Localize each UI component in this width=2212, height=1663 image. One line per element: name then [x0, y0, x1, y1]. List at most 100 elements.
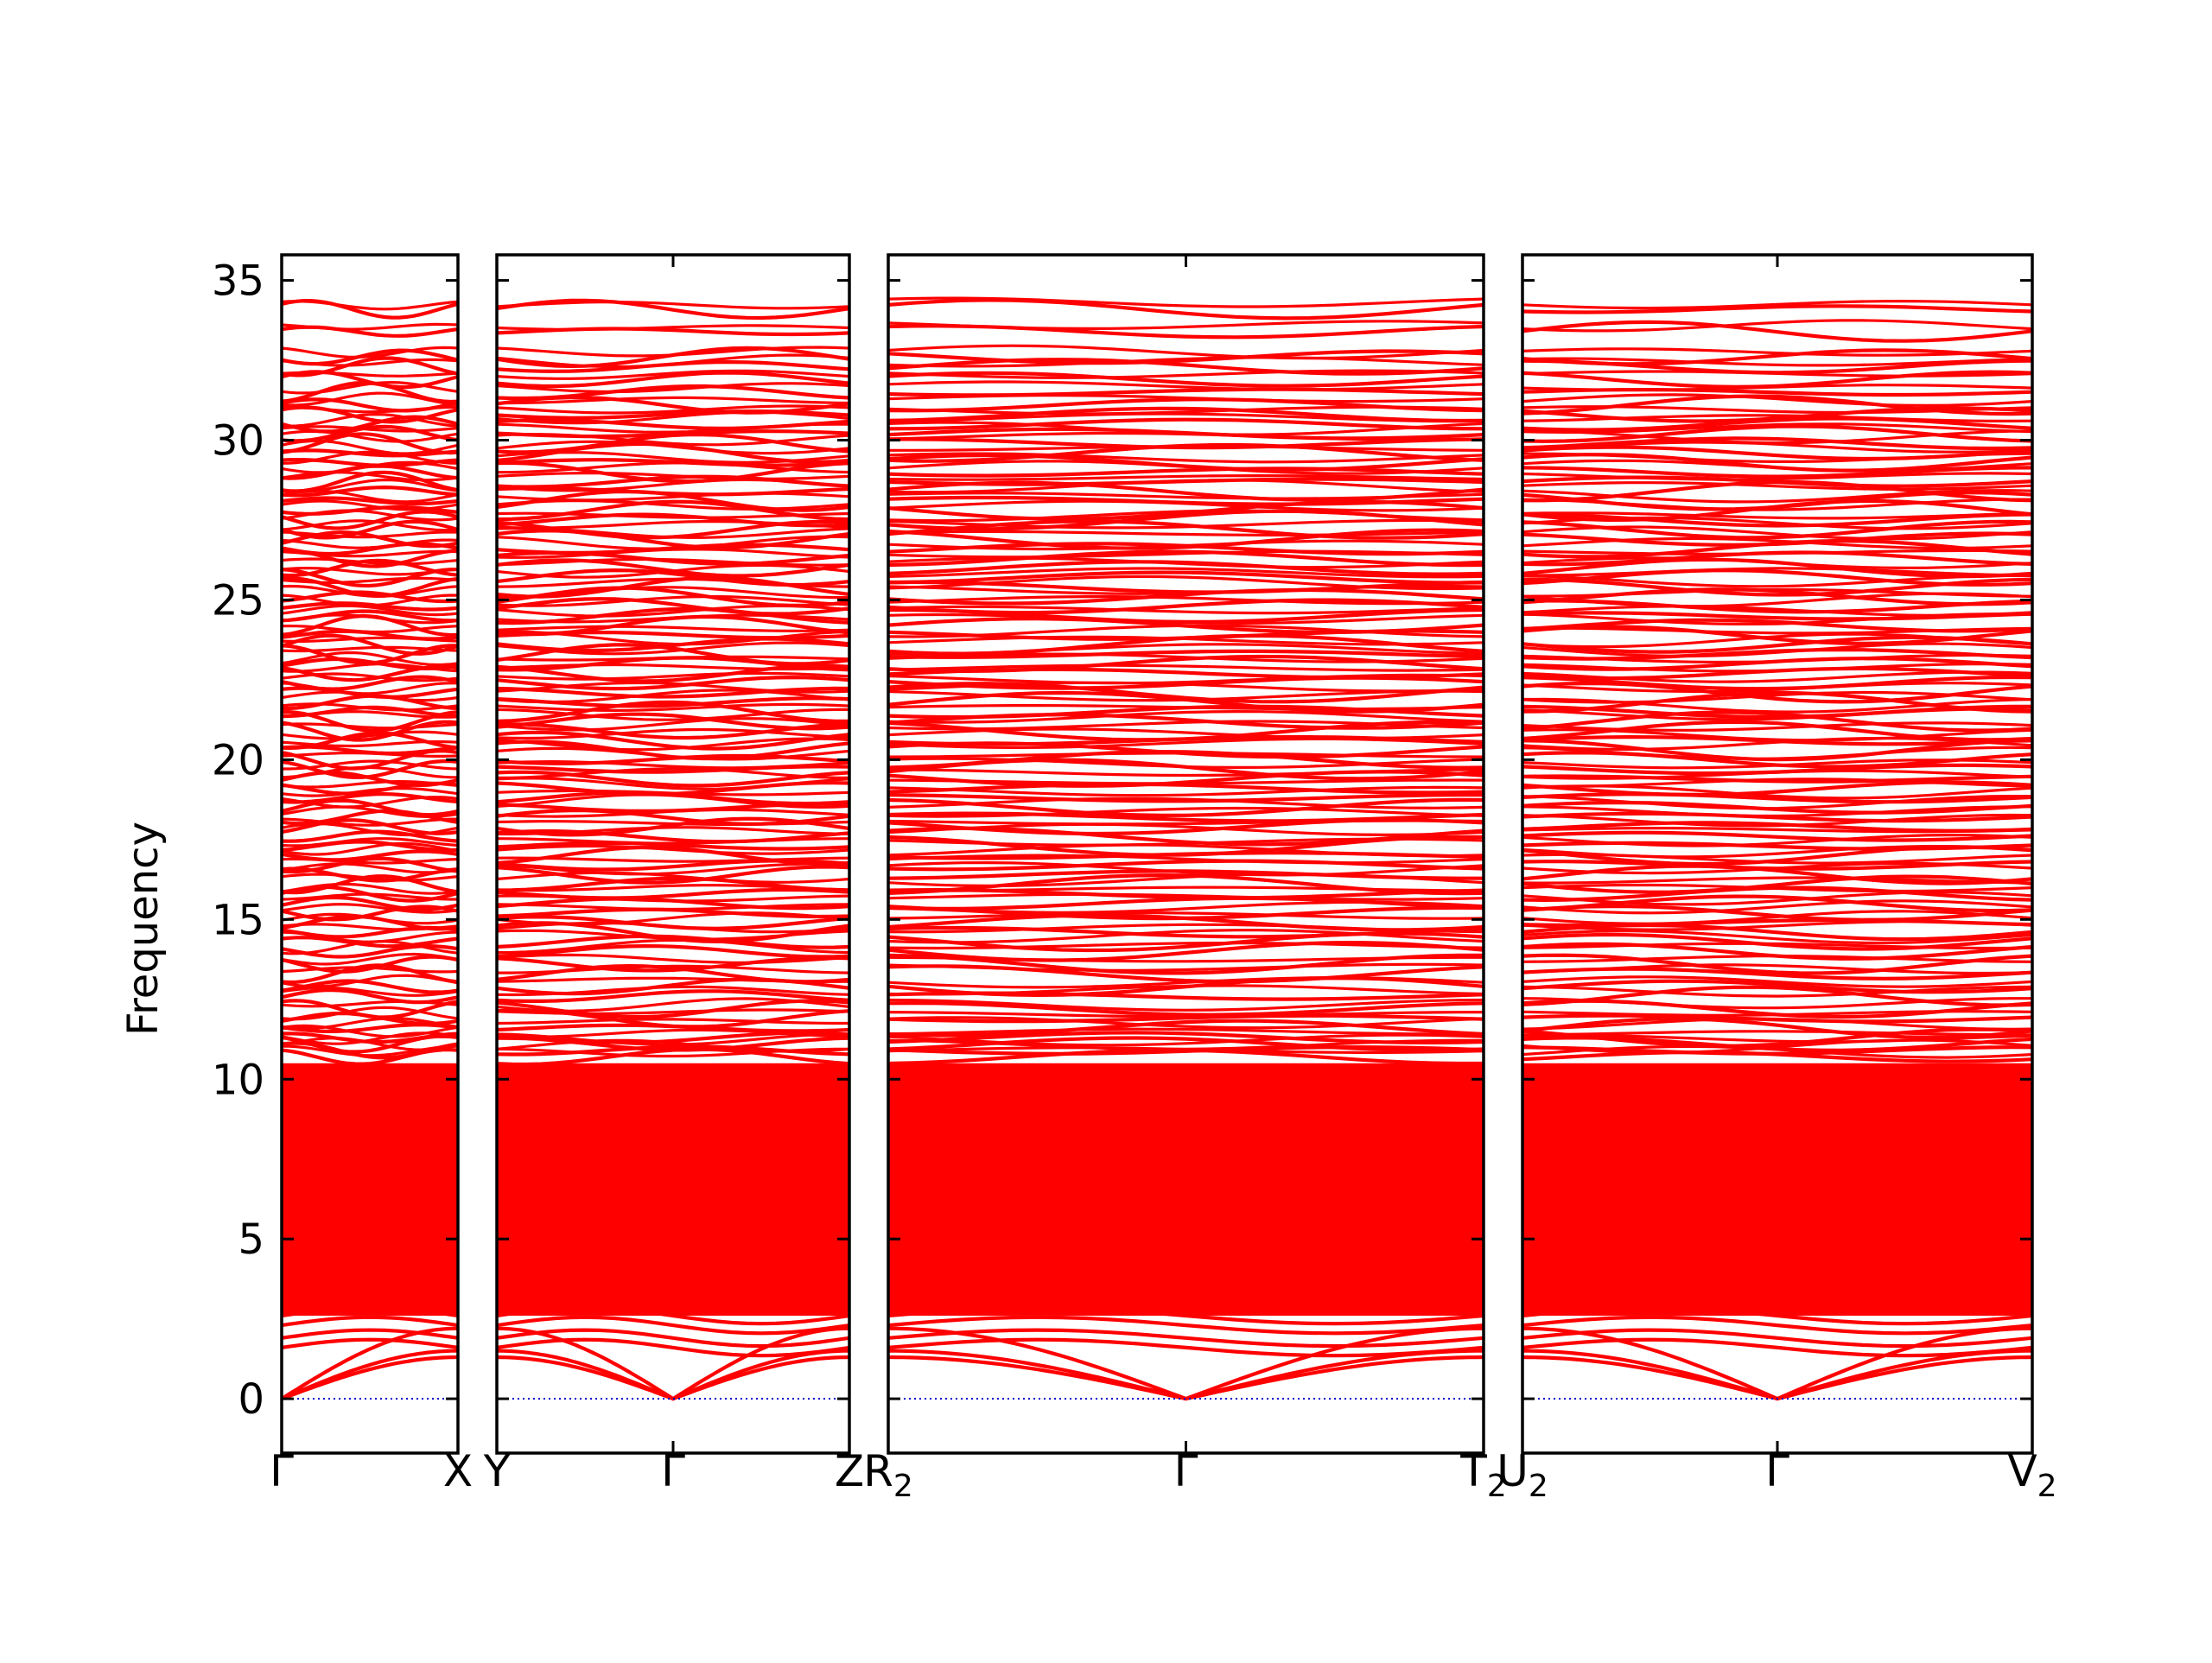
- band-line: [282, 356, 458, 378]
- band-line: [888, 528, 1484, 550]
- band-line: [1522, 611, 2032, 621]
- band-line: [888, 570, 1484, 585]
- band-line: [497, 499, 849, 522]
- band-line: [1522, 891, 2032, 906]
- acoustic-1-branch: [1522, 1355, 2032, 1401]
- kpoint-label: Y: [483, 1446, 511, 1496]
- band-line: [1522, 320, 2032, 343]
- band-line: [282, 558, 458, 578]
- band-line: [1522, 642, 2032, 658]
- band-line: [282, 963, 458, 985]
- bands-panel-1: [282, 299, 458, 1401]
- band-line: [282, 731, 458, 751]
- dense-band-block: [282, 1063, 458, 1316]
- band-line: [497, 689, 849, 704]
- band-line: [888, 854, 1484, 865]
- band-line: [1522, 763, 2032, 776]
- acoustic-2-branch: [497, 1349, 849, 1401]
- kpoint-label: Z: [835, 1446, 864, 1496]
- band-line: [497, 486, 849, 497]
- band-line: [282, 837, 458, 847]
- band-line: [1522, 874, 2032, 894]
- band-line: [282, 988, 458, 1005]
- band-line: [1522, 531, 2032, 548]
- band-line: [888, 1033, 1484, 1047]
- band-line: [1522, 721, 2032, 732]
- band-line: [1522, 883, 2032, 893]
- band-line: [888, 598, 1484, 615]
- band-line: [282, 590, 458, 604]
- band-line: [888, 649, 1484, 659]
- band-line: [282, 986, 458, 997]
- band-line: [888, 942, 1484, 950]
- band-line: [497, 1008, 849, 1015]
- band-line: [282, 952, 458, 966]
- band-line: [888, 473, 1484, 481]
- band-line: [888, 320, 1484, 331]
- band-line: [497, 655, 849, 662]
- band-line: [1522, 416, 2032, 432]
- band-line: [1522, 681, 2032, 704]
- band-line: [1522, 917, 2032, 928]
- band-line: [1522, 830, 2032, 842]
- y-tick-label: 5: [238, 1216, 264, 1264]
- kpoint-label: Γ: [1765, 1446, 1789, 1496]
- band-line: [282, 856, 458, 874]
- kpoint-label: Γ: [1174, 1446, 1198, 1496]
- band-line: [1522, 406, 2032, 423]
- band-line: [497, 396, 849, 405]
- optical-band: [282, 1337, 458, 1349]
- band-line: [1522, 876, 2032, 885]
- kpoint-label: Γ: [270, 1446, 294, 1496]
- band-line: [888, 709, 1484, 724]
- band-line: [282, 974, 458, 988]
- band-line: [497, 934, 849, 949]
- band-line: [1522, 491, 2032, 511]
- band-line: [888, 797, 1484, 818]
- optical-band: [497, 1337, 849, 1358]
- band-line: [1522, 975, 2032, 988]
- band-line: [497, 625, 849, 632]
- dense-band-block: [1522, 1063, 2032, 1316]
- band-line: [497, 953, 849, 964]
- band-line: [1522, 720, 2032, 742]
- band-line: [1522, 997, 2032, 1010]
- optical-band: [1522, 1337, 2032, 1358]
- band-line: [282, 645, 458, 653]
- band-line: [497, 298, 849, 321]
- band-line: [497, 737, 849, 752]
- band-line: [282, 604, 458, 617]
- band-line: [497, 369, 849, 380]
- band-line: [888, 437, 1484, 450]
- band-line: [497, 702, 849, 713]
- kpoint-label: Γ: [661, 1446, 685, 1496]
- band-line: [1522, 1038, 2032, 1055]
- band-line: [1522, 568, 2032, 587]
- band-line: [282, 496, 458, 506]
- bands-panel-3: [888, 296, 1484, 1401]
- band-line: [1522, 1045, 2032, 1056]
- kpoint-label: X: [443, 1446, 473, 1496]
- band-line: [497, 663, 849, 671]
- band-line: [888, 387, 1484, 397]
- band-line: [282, 817, 458, 827]
- band-line: [888, 477, 1484, 486]
- y-axis-label: Frequency: [119, 822, 168, 1036]
- band-line: [888, 1044, 1484, 1056]
- band-line: [888, 998, 1484, 1012]
- kpoint-label: T2: [1459, 1446, 1506, 1504]
- band-line: [497, 558, 849, 578]
- band-line: [888, 859, 1484, 872]
- band-line: [282, 538, 458, 549]
- band-line: [497, 727, 849, 740]
- band-line: [1522, 864, 2032, 885]
- band-line: [888, 797, 1484, 809]
- band-line: [888, 768, 1484, 778]
- band-line: [1522, 985, 2032, 1007]
- band-line: [497, 346, 849, 358]
- band-line: [1522, 675, 2032, 691]
- band-line: [888, 704, 1484, 711]
- band-line: [1522, 734, 2032, 746]
- kpoint-label: U2: [1497, 1446, 1548, 1504]
- band-line: [1522, 1030, 2032, 1037]
